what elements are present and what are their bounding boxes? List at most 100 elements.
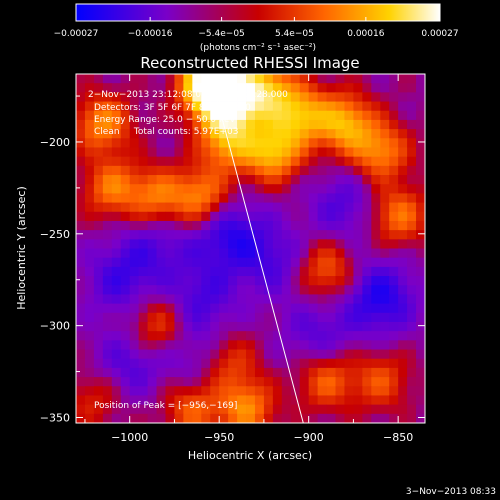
heatmap-cell (147, 129, 157, 139)
heatmap-cell (254, 404, 265, 415)
heatmap-cell (335, 358, 345, 369)
heatmap-cell (326, 312, 336, 323)
heatmap-cell (111, 413, 122, 423)
heatmap-cell (281, 340, 292, 350)
heatmap-cell (111, 211, 122, 222)
heatmap-cell (120, 294, 131, 304)
heatmap-cell (93, 138, 104, 148)
heatmap-cell (174, 184, 184, 194)
heatmap-cell (192, 156, 202, 167)
heatmap-cell (254, 266, 265, 277)
heatmap-cell (165, 193, 175, 203)
heatmap-cell (84, 367, 95, 378)
heatmap-cell (272, 312, 283, 323)
heatmap-cell (246, 257, 256, 268)
heatmap-cell (93, 367, 104, 378)
heatmap-cell (308, 248, 319, 259)
heatmap-cell (147, 340, 157, 350)
heatmap-cell (281, 404, 292, 415)
heatmap-cell (335, 119, 345, 130)
heatmap-cell (228, 276, 238, 286)
heatmap-cell (111, 386, 122, 396)
heatmap-cell (353, 184, 363, 194)
heatmap-cell (344, 110, 354, 121)
heatmap-cell (308, 165, 319, 176)
heatmap-cell (380, 331, 390, 341)
heatmap-cell (416, 276, 425, 286)
heatmap-cell (129, 303, 140, 314)
heatmap-cell (201, 165, 211, 176)
heatmap-cell (272, 220, 283, 231)
heatmap-cell (371, 340, 381, 350)
heatmap-cell (317, 193, 327, 203)
heatmap-cell (183, 377, 193, 387)
heatmap-cell (398, 129, 408, 139)
heatmap-cell (380, 266, 390, 277)
heatmap-cell (201, 156, 211, 167)
heatmap-cell (156, 340, 166, 350)
heatmap-cell (398, 294, 408, 304)
heatmap-cell (344, 230, 354, 240)
heatmap-cell (353, 165, 363, 176)
heatmap-cell (174, 248, 184, 259)
heatmap-cell (398, 239, 408, 249)
heatmap-cell (147, 321, 157, 332)
heatmap-cell (362, 276, 372, 286)
heatmap-cell (237, 303, 247, 314)
heatmap-cell (120, 92, 131, 102)
heatmap-cell (237, 386, 247, 396)
heatmap-cell (326, 321, 336, 332)
heatmap-cell (398, 358, 408, 369)
heatmap-cell (281, 276, 292, 286)
heatmap-cell (344, 220, 354, 231)
heatmap-cell (389, 83, 399, 93)
heatmap-cell (120, 349, 131, 360)
heatmap-cell (93, 257, 104, 268)
heatmap-cell (192, 211, 202, 222)
heatmap-cell (290, 211, 301, 222)
heatmap-cell (228, 413, 238, 423)
heatmap-cell (156, 211, 166, 222)
heatmap-cell (290, 312, 301, 323)
heatmap-cell (344, 101, 354, 112)
heatmap-cell (290, 101, 301, 112)
heatmap-cell (290, 230, 301, 240)
heatmap-cell (228, 74, 238, 84)
heatmap-cell (201, 358, 211, 369)
heatmap-cell (156, 367, 166, 378)
heatmap-cell (183, 147, 193, 158)
heatmap-cell (308, 138, 319, 148)
heatmap-cell (111, 312, 122, 323)
heatmap-cell (308, 331, 319, 341)
heatmap-cell (344, 321, 354, 332)
heatmap-cell (219, 257, 229, 268)
heatmap-cell (353, 349, 363, 360)
heatmap-cell (398, 220, 408, 231)
heatmap-cell (165, 74, 175, 84)
heatmap-cell (129, 193, 140, 203)
heatmap-cell (237, 276, 247, 286)
heatmap-cell (210, 110, 220, 121)
heatmap-cell (93, 395, 104, 406)
heatmap-cell (308, 367, 319, 378)
heatmap-cell (228, 349, 238, 360)
heatmap-cell (389, 331, 399, 341)
heatmap-cell (237, 367, 247, 378)
heatmap-cell (254, 184, 265, 194)
heatmap-cell (183, 331, 193, 341)
heatmap-cell (272, 395, 283, 406)
heatmap-cell (183, 239, 193, 249)
heatmap-cell (147, 413, 157, 423)
heatmap-cell (362, 211, 372, 222)
heatmap-cell (371, 294, 381, 304)
heatmap-cell (120, 147, 131, 158)
heatmap-cell (192, 165, 202, 176)
heatmap-cell (281, 303, 292, 314)
heatmap-cell (263, 331, 274, 341)
heatmap-cell (76, 285, 86, 295)
heatmap-cell (308, 92, 319, 102)
heatmap-cell (263, 321, 274, 332)
heatmap-cell (84, 147, 95, 158)
heatmap-cell (317, 147, 327, 158)
heatmap-cell (156, 101, 166, 112)
